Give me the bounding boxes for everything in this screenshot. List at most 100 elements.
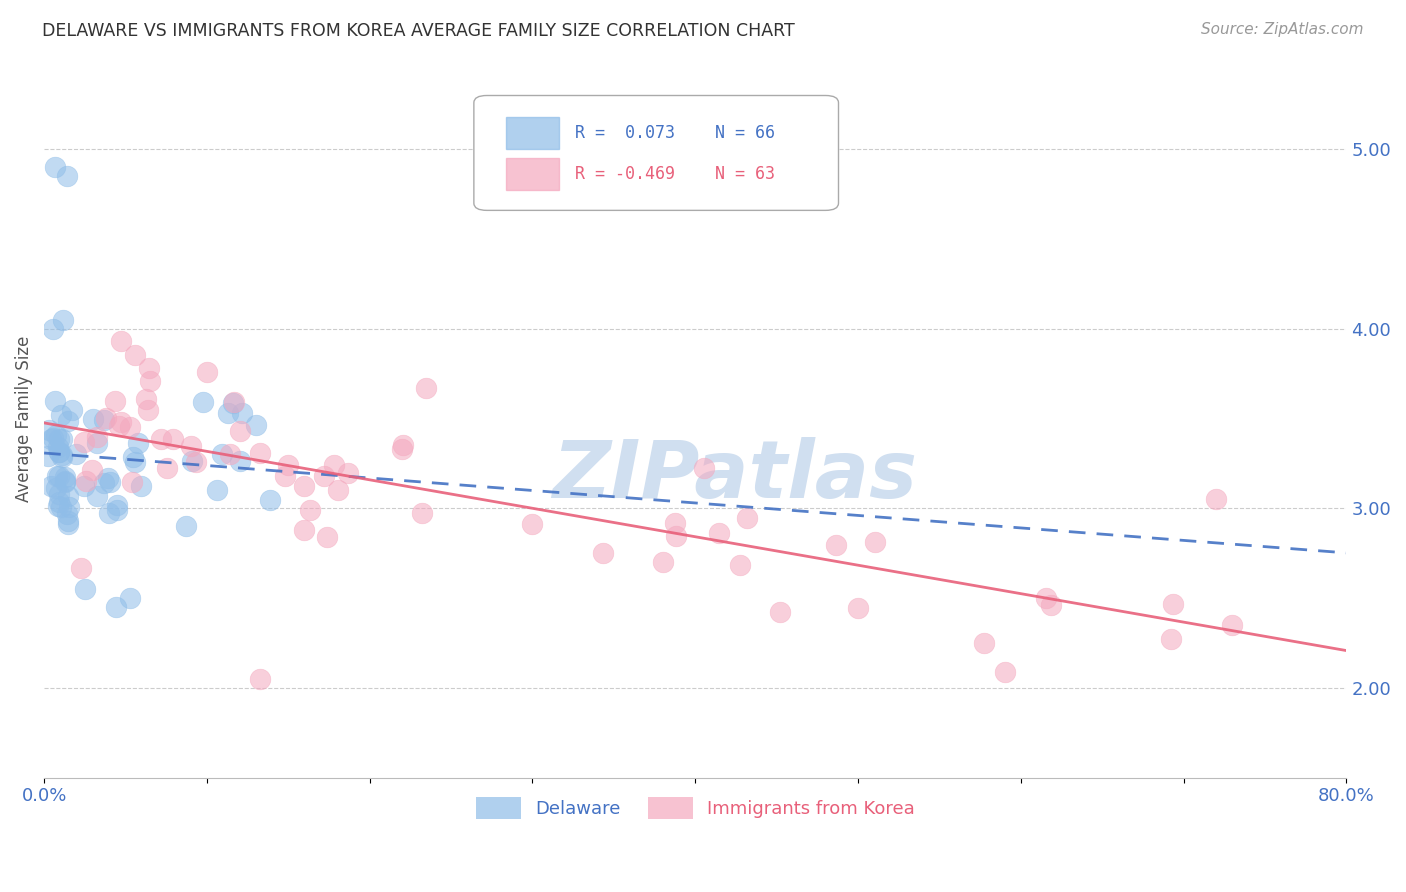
Point xyxy=(994,665,1017,679)
Point xyxy=(82,412,104,426)
Point xyxy=(124,455,146,469)
Point xyxy=(52,313,75,327)
Point xyxy=(592,546,614,560)
Point xyxy=(322,458,344,472)
Point xyxy=(150,433,173,447)
Legend: Delaware, Immigrants from Korea: Delaware, Immigrants from Korea xyxy=(468,789,922,826)
Point xyxy=(184,455,207,469)
Point xyxy=(249,672,271,686)
Point xyxy=(56,514,79,528)
Point xyxy=(56,489,79,503)
Point xyxy=(46,500,69,514)
Point xyxy=(162,433,184,447)
Point xyxy=(1220,618,1243,632)
Point xyxy=(51,450,73,464)
Point xyxy=(56,413,79,427)
Point xyxy=(336,466,359,480)
Point xyxy=(107,419,129,434)
Point xyxy=(664,529,686,543)
FancyBboxPatch shape xyxy=(506,117,558,149)
Point xyxy=(825,538,848,552)
Point xyxy=(49,500,72,515)
Point xyxy=(1205,492,1227,507)
Point xyxy=(664,516,686,531)
Point xyxy=(70,561,93,575)
Point xyxy=(709,525,731,540)
Point xyxy=(328,483,350,497)
Point xyxy=(48,444,70,458)
Point xyxy=(312,469,335,483)
Point xyxy=(224,395,246,409)
Point xyxy=(769,605,792,619)
Point xyxy=(93,476,115,491)
Point xyxy=(651,555,673,569)
Point xyxy=(415,381,437,395)
Point xyxy=(42,322,65,336)
Point xyxy=(86,436,108,450)
Point xyxy=(105,503,128,517)
Point xyxy=(316,531,339,545)
Point xyxy=(48,444,70,458)
Point xyxy=(120,419,142,434)
Point xyxy=(411,506,433,520)
Point xyxy=(73,434,96,449)
Point xyxy=(121,475,143,489)
Point xyxy=(45,469,67,483)
Point xyxy=(728,558,751,573)
Point xyxy=(73,479,96,493)
FancyBboxPatch shape xyxy=(506,158,558,190)
Point xyxy=(124,348,146,362)
Point xyxy=(195,365,218,379)
Point xyxy=(522,516,544,531)
Text: R = -0.469    N = 63: R = -0.469 N = 63 xyxy=(575,166,776,184)
Point xyxy=(1160,632,1182,646)
Text: Source: ZipAtlas.com: Source: ZipAtlas.com xyxy=(1201,22,1364,37)
Point xyxy=(58,517,80,532)
Point xyxy=(45,428,67,442)
Point xyxy=(44,161,66,175)
Text: ZIPatlas: ZIPatlas xyxy=(551,437,917,515)
Point xyxy=(222,395,245,409)
Point xyxy=(392,438,415,452)
Point xyxy=(39,479,62,493)
Point xyxy=(104,600,127,615)
Point xyxy=(53,475,76,489)
Point xyxy=(82,463,104,477)
Point xyxy=(1040,598,1063,612)
Point xyxy=(56,169,79,184)
Point xyxy=(56,508,79,522)
Point xyxy=(391,442,413,456)
Point xyxy=(1035,591,1057,606)
Point xyxy=(48,433,70,447)
Y-axis label: Average Family Size: Average Family Size xyxy=(15,335,32,502)
Point xyxy=(38,424,60,438)
Point xyxy=(863,535,886,549)
Point xyxy=(53,470,76,484)
Point xyxy=(191,395,214,409)
Point xyxy=(44,394,66,409)
Point xyxy=(110,334,132,348)
Point xyxy=(48,495,70,509)
Point xyxy=(73,582,96,596)
Point xyxy=(122,450,145,464)
Text: R =  0.073    N = 66: R = 0.073 N = 66 xyxy=(575,124,776,142)
Point xyxy=(51,433,73,447)
Point xyxy=(229,424,252,438)
Point xyxy=(181,454,204,468)
Point xyxy=(42,431,65,445)
Point xyxy=(127,435,149,450)
Point xyxy=(48,469,70,483)
Point xyxy=(104,393,127,408)
Point xyxy=(98,506,121,520)
FancyBboxPatch shape xyxy=(474,95,838,211)
Point xyxy=(86,489,108,503)
Point xyxy=(245,417,267,432)
Point xyxy=(86,430,108,444)
Point xyxy=(100,475,122,489)
Point xyxy=(97,471,120,485)
Text: DELAWARE VS IMMIGRANTS FROM KOREA AVERAGE FAMILY SIZE CORRELATION CHART: DELAWARE VS IMMIGRANTS FROM KOREA AVERAG… xyxy=(42,22,794,40)
Point xyxy=(138,360,160,375)
Point xyxy=(37,450,59,464)
Point xyxy=(120,591,142,605)
Point xyxy=(156,461,179,475)
